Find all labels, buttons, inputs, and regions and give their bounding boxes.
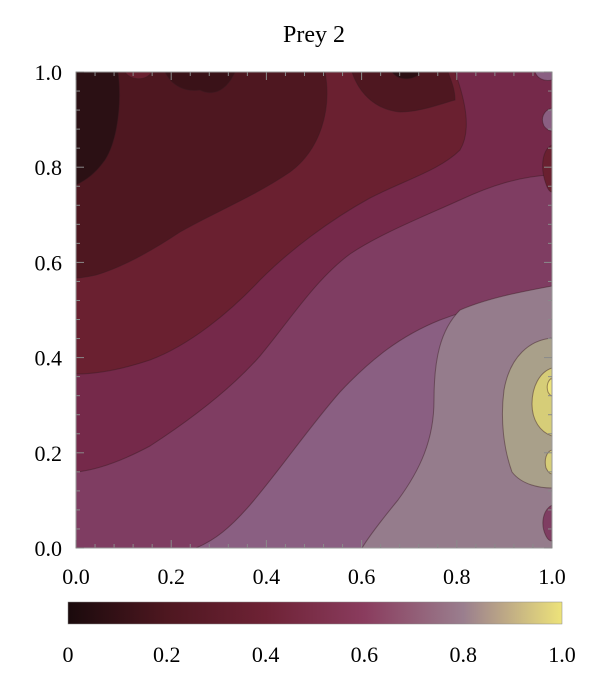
colorbar-tick-label: 0: [63, 642, 74, 667]
contour-blob-right-edge-lower: [542, 504, 552, 542]
x-tick-label: 0.2: [157, 564, 185, 589]
y-tick-label: 0.2: [35, 441, 63, 466]
y-tick-label: 0.4: [35, 346, 63, 371]
x-tick-label: 0.0: [62, 564, 90, 589]
colorbar-tick-label: 0.8: [449, 642, 477, 667]
contour-regions: [76, 72, 552, 548]
x-tick-label: 0.8: [443, 564, 471, 589]
contour-band-0.9-lower: [544, 449, 552, 475]
contour-blob-right-edge: [542, 144, 552, 193]
x-tick-label: 0.4: [253, 564, 281, 589]
chart-title: Prey 2: [283, 22, 345, 48]
plot-frame: [75, 71, 553, 549]
x-axis: 0.0 0.2 0.4 0.6 0.8 1.0: [62, 72, 566, 589]
y-tick-label: 0.6: [35, 250, 63, 275]
contour-band-0.8: [501, 337, 552, 489]
y-tick-label: 0.8: [35, 155, 63, 180]
y-axis: 0.0 0.2 0.4 0.6 0.8 1.0: [35, 60, 552, 561]
contour-blob-top-right-corner: [534, 72, 552, 81]
colorbar-tick-label: 0.4: [252, 642, 280, 667]
contour-blob-top-center: [164, 72, 236, 94]
contour-band-0.7: [361, 285, 552, 548]
x-tick-label: 0.6: [348, 564, 376, 589]
colorbar-ticks: 0 0.2 0.4 0.6 0.8 1.0: [63, 642, 576, 667]
contour-band-0.3: [76, 72, 328, 279]
y-tick-label: 0.0: [35, 536, 63, 561]
contour-band-0.2: [76, 72, 120, 186]
colorbar-tick-label: 0.6: [351, 642, 379, 667]
colorbar-tick-label: 0.2: [153, 642, 181, 667]
y-tick-label: 1.0: [35, 60, 63, 85]
colorbar: [67, 601, 563, 625]
contour-band-0.9: [531, 367, 552, 437]
x-tick-label: 1.0: [538, 564, 566, 589]
contour-blob-right-edge-upper: [541, 107, 552, 132]
contour-blob-top-dark: [391, 72, 421, 80]
colorbar-tick-label: 1.0: [548, 642, 576, 667]
contour-blob-top-right: [351, 72, 456, 113]
